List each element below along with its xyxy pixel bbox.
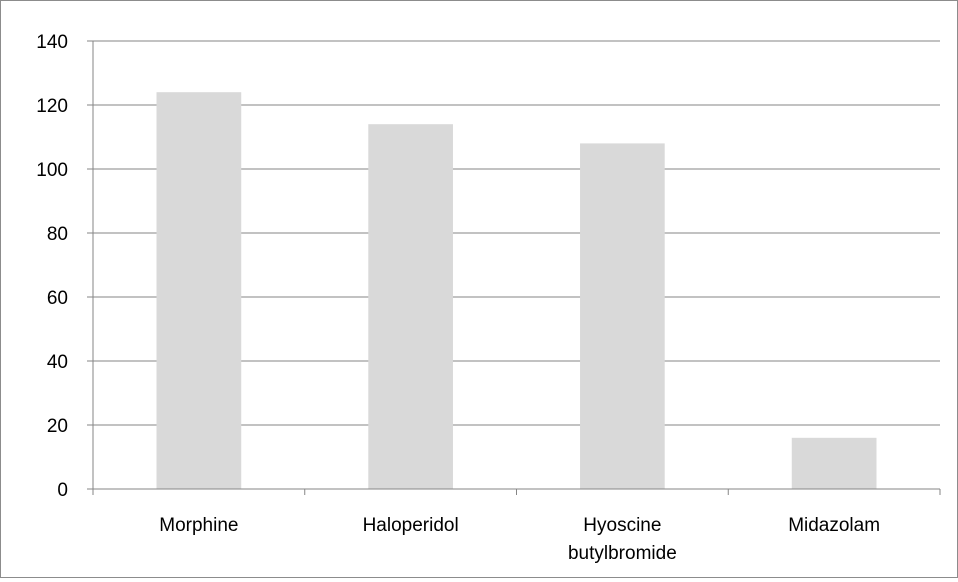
bar <box>368 124 453 489</box>
y-tick-label: 140 <box>36 32 68 53</box>
x-tick-label: Morphine <box>159 515 238 536</box>
y-tick-label: 20 <box>47 416 68 437</box>
x-tick-label: butylbromide <box>568 543 677 564</box>
y-tick-label: 80 <box>47 224 68 245</box>
y-tick-label: 100 <box>36 160 68 181</box>
y-tick-label: 40 <box>47 352 68 373</box>
bar <box>791 437 877 489</box>
axes <box>87 40 941 495</box>
y-tick-label: 60 <box>47 288 68 309</box>
bars <box>156 92 877 489</box>
x-tick-label: Midazolam <box>788 515 880 536</box>
tick-labels: 0 20 40 60 80 100 120 140 Morphine Haloperidol Hyo… <box>36 32 880 564</box>
bar <box>156 92 242 489</box>
x-tick-label: Haloperidol <box>363 515 459 536</box>
y-tick-label: 0 <box>57 480 68 501</box>
y-tick-label: 120 <box>36 96 68 117</box>
x-tick-label: Hyoscine <box>583 515 661 536</box>
bar <box>580 143 665 489</box>
